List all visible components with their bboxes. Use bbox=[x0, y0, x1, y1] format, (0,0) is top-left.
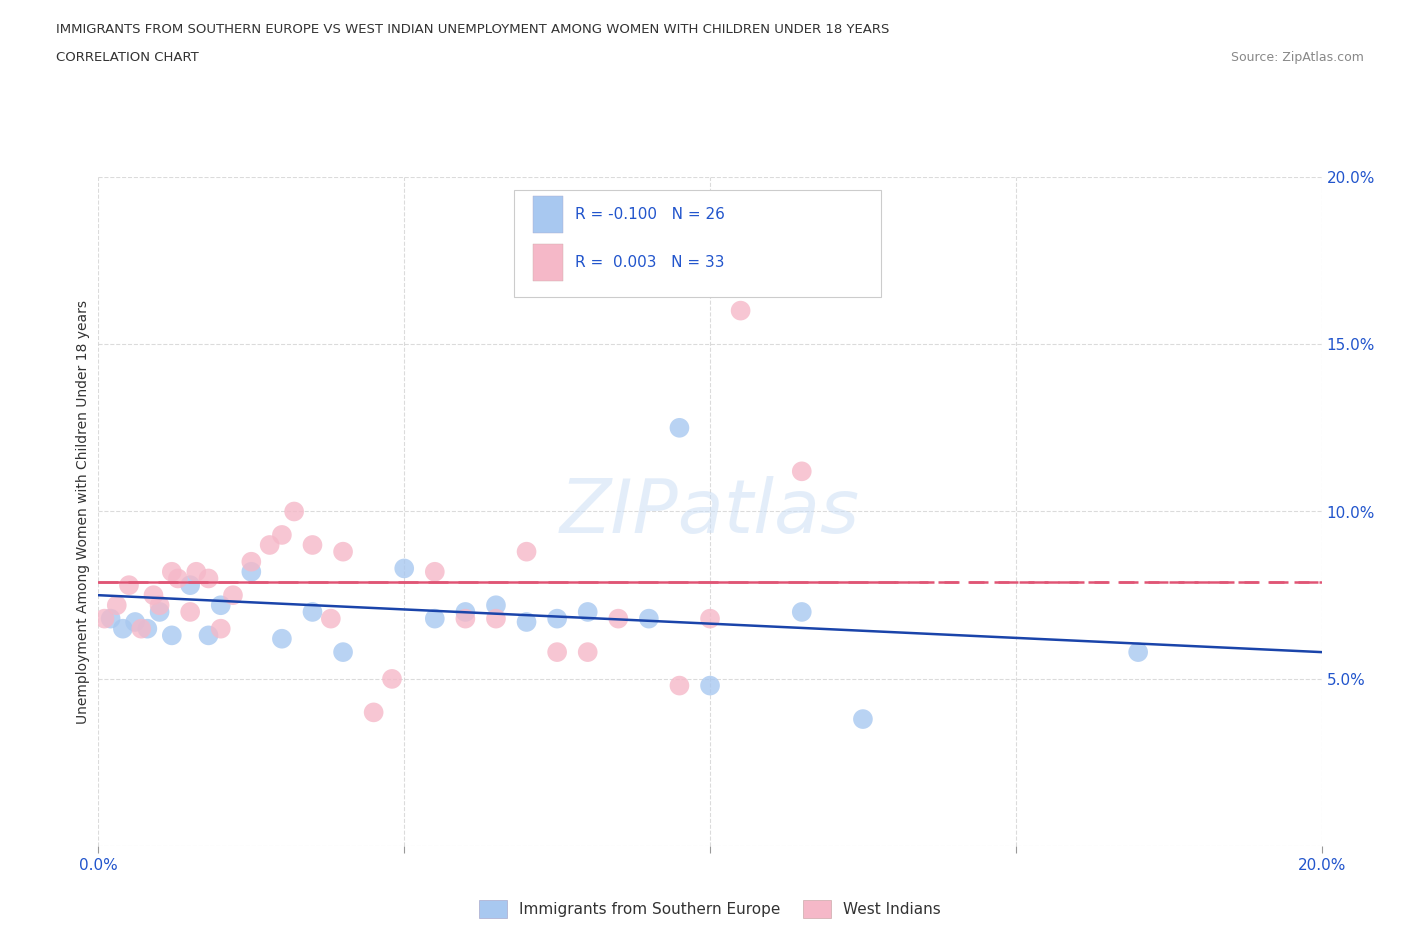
Point bbox=[1128, 644, 1150, 659]
Point bbox=[485, 611, 508, 626]
Point bbox=[179, 578, 201, 592]
Point bbox=[576, 604, 599, 619]
Point bbox=[142, 588, 165, 603]
Point bbox=[319, 611, 342, 626]
Point bbox=[363, 705, 385, 720]
Text: Source: ZipAtlas.com: Source: ZipAtlas.com bbox=[1230, 51, 1364, 64]
Text: R =  0.003   N = 33: R = 0.003 N = 33 bbox=[575, 255, 725, 271]
Point bbox=[124, 615, 146, 630]
Point bbox=[790, 464, 813, 479]
Point bbox=[607, 611, 630, 626]
Point bbox=[730, 303, 752, 318]
Point bbox=[209, 621, 232, 636]
Point bbox=[222, 588, 245, 603]
Point bbox=[485, 598, 508, 613]
Point bbox=[790, 604, 813, 619]
Point bbox=[111, 621, 134, 636]
Y-axis label: Unemployment Among Women with Children Under 18 years: Unemployment Among Women with Children U… bbox=[76, 299, 90, 724]
Point bbox=[93, 611, 115, 626]
Point bbox=[852, 711, 875, 726]
Point bbox=[160, 565, 183, 579]
Point bbox=[240, 565, 263, 579]
FancyBboxPatch shape bbox=[533, 196, 564, 232]
Text: CORRELATION CHART: CORRELATION CHART bbox=[56, 51, 200, 64]
Point bbox=[160, 628, 183, 643]
FancyBboxPatch shape bbox=[533, 245, 564, 281]
Point bbox=[118, 578, 141, 592]
Point bbox=[381, 671, 404, 686]
Point bbox=[100, 611, 122, 626]
FancyBboxPatch shape bbox=[515, 190, 882, 298]
Point bbox=[270, 631, 292, 646]
Point bbox=[699, 678, 721, 693]
Point bbox=[637, 611, 661, 626]
Text: ZIPatlas: ZIPatlas bbox=[560, 475, 860, 548]
Point bbox=[209, 598, 232, 613]
Point bbox=[283, 504, 305, 519]
Point bbox=[270, 527, 292, 542]
Point bbox=[167, 571, 190, 586]
Point bbox=[136, 621, 159, 636]
Point bbox=[392, 561, 416, 576]
Point bbox=[301, 538, 323, 552]
Point bbox=[516, 615, 538, 630]
Point bbox=[576, 644, 599, 659]
Point bbox=[186, 565, 208, 579]
Point bbox=[149, 604, 172, 619]
Point bbox=[149, 598, 172, 613]
Point bbox=[516, 544, 538, 559]
Point bbox=[105, 598, 128, 613]
Point bbox=[454, 611, 477, 626]
Point bbox=[668, 678, 690, 693]
Legend: Immigrants from Southern Europe, West Indians: Immigrants from Southern Europe, West In… bbox=[471, 893, 949, 925]
Point bbox=[197, 628, 219, 643]
Point bbox=[546, 611, 568, 626]
Point bbox=[240, 554, 263, 569]
Point bbox=[423, 611, 446, 626]
Point bbox=[546, 644, 568, 659]
Point bbox=[668, 420, 690, 435]
Point bbox=[332, 544, 354, 559]
Text: R = -0.100   N = 26: R = -0.100 N = 26 bbox=[575, 207, 725, 222]
Point bbox=[454, 604, 477, 619]
Point bbox=[179, 604, 201, 619]
Point bbox=[332, 644, 354, 659]
Point bbox=[423, 565, 446, 579]
Point bbox=[259, 538, 281, 552]
Text: IMMIGRANTS FROM SOUTHERN EUROPE VS WEST INDIAN UNEMPLOYMENT AMONG WOMEN WITH CHI: IMMIGRANTS FROM SOUTHERN EUROPE VS WEST … bbox=[56, 23, 890, 36]
Point bbox=[197, 571, 219, 586]
Point bbox=[301, 604, 323, 619]
Point bbox=[699, 611, 721, 626]
Point bbox=[129, 621, 152, 636]
